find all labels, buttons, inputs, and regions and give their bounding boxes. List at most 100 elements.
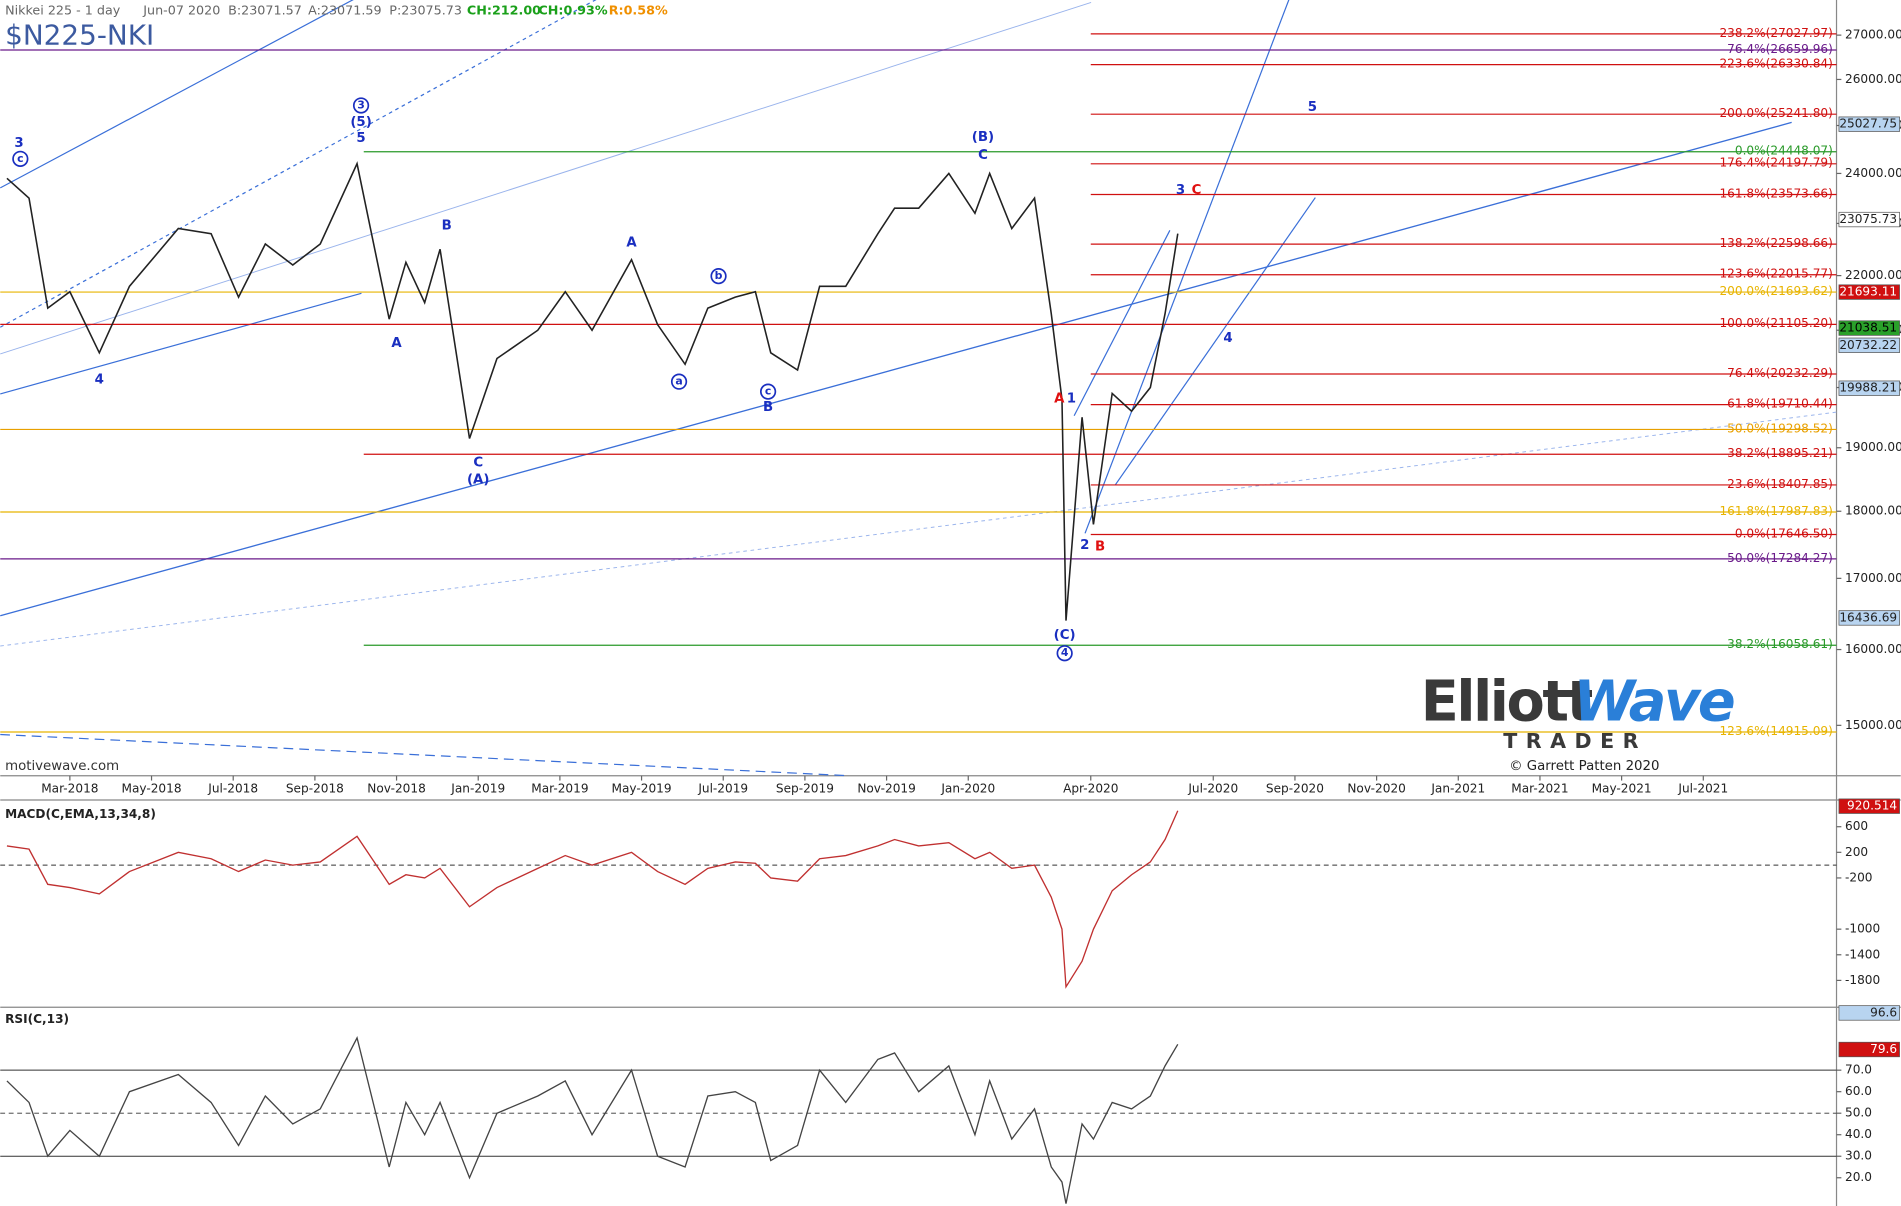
wave-label: A bbox=[391, 336, 402, 351]
symbol: $N225-NKI bbox=[5, 18, 154, 51]
series-line bbox=[6, 810, 1179, 989]
wave-label: B bbox=[1095, 539, 1105, 554]
y-tick-label: -200 bbox=[1845, 870, 1872, 884]
price-tag bbox=[1838, 1041, 1900, 1058]
wave-label: 1 bbox=[1067, 392, 1076, 407]
x-tick-label: Jul-2019 bbox=[697, 782, 748, 796]
y-tick-label: 19000.00 bbox=[1845, 440, 1901, 454]
wave-label: B bbox=[763, 400, 773, 415]
wave-label: 2 bbox=[1080, 538, 1089, 553]
y-tick-label: 60.0 bbox=[1845, 1084, 1872, 1098]
price-tag bbox=[1838, 337, 1900, 353]
fib-level-label: 50.0%(17284.27) bbox=[1727, 551, 1833, 565]
wave-label: C bbox=[1192, 183, 1202, 198]
wave-label: B bbox=[442, 218, 452, 233]
wave-circle bbox=[12, 150, 29, 167]
ask: A:23071.59 bbox=[308, 2, 381, 17]
y-tick-label: 70.0 bbox=[1845, 1063, 1872, 1077]
price-tag-label: 23075.73 bbox=[1839, 212, 1897, 226]
y-tick-label: 600 bbox=[1845, 819, 1868, 833]
wave-label: (C) bbox=[1054, 628, 1076, 643]
rsi-title: RSI(C,13) bbox=[5, 1012, 69, 1026]
price-tag-label: 25027.75 bbox=[1839, 117, 1897, 131]
macd-title: MACD(C,EMA,13,34,8) bbox=[5, 807, 156, 821]
x-tick-label: Sep-2020 bbox=[1266, 782, 1324, 796]
fib-level-label: 223.6%(26330.84) bbox=[1719, 56, 1832, 70]
price-tag-label: 79.6 bbox=[1870, 1042, 1897, 1056]
fib-level-label: 61.8%(19710.44) bbox=[1727, 397, 1833, 411]
wave-label: 3 bbox=[1176, 183, 1185, 198]
x-tick-label: Mar-2018 bbox=[41, 782, 98, 796]
y-tick-label: 20.0 bbox=[1845, 1170, 1872, 1184]
trend-line bbox=[1084, 0, 1290, 534]
fib-level-label: 38.2%(16058.61) bbox=[1727, 637, 1833, 651]
fib-level-label: 161.8%(23573.66) bbox=[1719, 186, 1832, 200]
y-tick-label: 24000.00 bbox=[1845, 166, 1901, 180]
trend-line bbox=[0, 0, 354, 189]
change: CH:212.00 bbox=[467, 2, 541, 17]
price-tag bbox=[1838, 284, 1900, 300]
price-tag-label: 21038.51 bbox=[1839, 321, 1897, 335]
wave-circle bbox=[710, 268, 727, 285]
wave-label: 5 bbox=[1308, 100, 1317, 115]
x-tick-label: Jul-2021 bbox=[1677, 782, 1728, 796]
fib-level-label: 176.4%(24197.79) bbox=[1719, 156, 1832, 170]
x-tick-label: May-2018 bbox=[122, 782, 182, 796]
logo-b: Wave bbox=[1573, 670, 1733, 735]
x-tick-label: Sep-2019 bbox=[776, 782, 834, 796]
price-tag-label: 21693.11 bbox=[1839, 285, 1897, 299]
change-pct: CH:0.93% bbox=[538, 2, 607, 17]
wave-circle bbox=[759, 383, 777, 400]
series-line bbox=[6, 161, 1179, 621]
x-tick-label: Sep-2018 bbox=[286, 782, 344, 796]
price-tag-label: 20732.22 bbox=[1839, 338, 1897, 352]
x-tick-label: Apr-2020 bbox=[1063, 782, 1118, 796]
wave-label: (5) bbox=[350, 115, 371, 130]
instrument: Nikkei 225 - 1 day bbox=[5, 2, 121, 17]
fib-level-label: 76.4%(26659.96) bbox=[1727, 42, 1833, 56]
wave-label: A bbox=[1054, 392, 1065, 407]
x-tick-label: Jan-2019 bbox=[450, 782, 505, 796]
y-tick-label: 26000.00 bbox=[1845, 72, 1901, 86]
y-tick-label: 27000.00 bbox=[1845, 28, 1901, 42]
wave-label: C bbox=[473, 456, 483, 471]
wave-circle bbox=[1056, 645, 1073, 662]
wave-circle bbox=[670, 373, 688, 390]
x-tick-label: Nov-2019 bbox=[857, 782, 915, 796]
date: Jun-07 2020 bbox=[142, 2, 220, 17]
price-tag bbox=[1838, 320, 1900, 336]
x-tick-label: Mar-2019 bbox=[531, 782, 588, 796]
price-tag bbox=[1838, 211, 1900, 228]
wave-label: (B) bbox=[972, 130, 994, 145]
x-tick-label: Nov-2020 bbox=[1347, 782, 1405, 796]
wave-label: b bbox=[715, 269, 723, 282]
x-tick-label: Nov-2018 bbox=[367, 782, 426, 796]
logo-a: Elliott bbox=[1421, 670, 1593, 735]
y-tick-label: 200 bbox=[1845, 845, 1868, 859]
wave-circle bbox=[352, 97, 370, 114]
x-tick-label: Jan-2021 bbox=[1430, 782, 1485, 796]
price-tag-label: 920.514 bbox=[1847, 799, 1897, 813]
wave-label: 3 bbox=[14, 136, 23, 151]
y-tick-label: -1000 bbox=[1845, 922, 1880, 936]
price-tag bbox=[1838, 380, 1900, 396]
price-tag-label: 16436.69 bbox=[1839, 610, 1897, 624]
y-tick-label: 22000.00 bbox=[1845, 268, 1901, 282]
logo-sub: TRADER bbox=[1503, 729, 1647, 753]
fib-level-label: 76.4%(20232.29) bbox=[1727, 366, 1833, 380]
price-tag bbox=[1838, 116, 1900, 132]
fib-level-label: 200.0%(21693.62) bbox=[1719, 284, 1832, 298]
bid: B:23071.57 bbox=[228, 2, 302, 17]
trend-line bbox=[1114, 197, 1316, 486]
fib-level-label: 38.2%(18895.21) bbox=[1727, 446, 1833, 460]
y-tick-label: 16000.00 bbox=[1845, 642, 1901, 656]
price-tag bbox=[1838, 798, 1900, 814]
y-tick-label: 18000.00 bbox=[1845, 504, 1901, 518]
wave-label: 4 bbox=[1223, 331, 1232, 346]
price-tag-label: 96.6 bbox=[1870, 1005, 1897, 1019]
y-tick-label: 15000.00 bbox=[1845, 718, 1901, 732]
y-tick-label: -1800 bbox=[1845, 973, 1880, 987]
wave-label: c bbox=[765, 385, 771, 398]
